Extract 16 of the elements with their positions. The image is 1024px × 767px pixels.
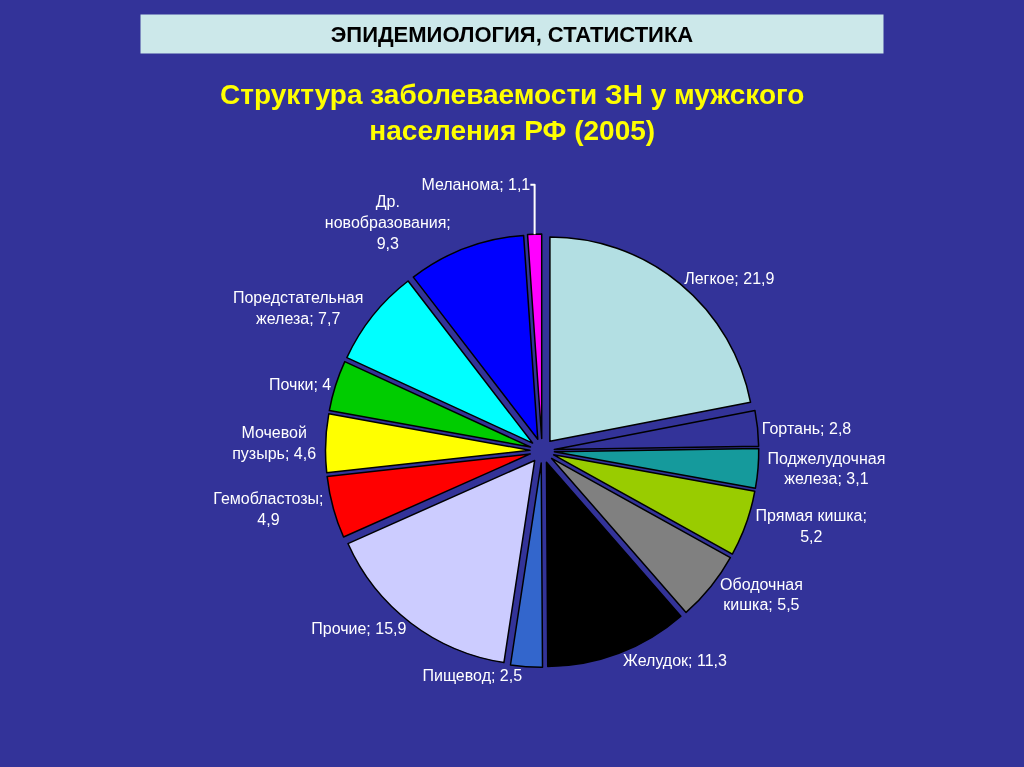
slice-label: Поредстательная железа; 7,7 — [232, 289, 364, 328]
slice-label: Ободочная кишка; 5,5 — [720, 575, 803, 614]
slice-label: Легкое; 21,9 — [684, 270, 775, 288]
slice-label: Поджелудочная железа; 3,1 — [767, 449, 886, 488]
slice-label: Прямая кишка; 5,2 — [755, 506, 867, 545]
chart-title: ЭПИДЕМИОЛОГИЯ, СТАТИСТИКА — [330, 21, 694, 47]
slice-label: Гемобластозы; 4,9 — [213, 489, 324, 528]
slice-label: Желудок; 11,3 — [623, 652, 728, 670]
slice-label: Почки; 4 — [269, 376, 332, 394]
slice-label: Прочие; 15,9 — [311, 619, 407, 637]
slice-label: Пищевод; 2,5 — [422, 666, 523, 684]
slice-label: Мочевой пузырь; 4,6 — [232, 424, 317, 463]
chart-subtitle: Структура заболеваемости ЗН у мужского населения РФ (2005) — [220, 79, 805, 147]
slice-label: Гортань; 2,8 — [761, 419, 852, 437]
slice-label: Меланома; 1,1 — [421, 176, 531, 194]
slice-label: Др. новобразования; 9,3 — [324, 193, 451, 252]
